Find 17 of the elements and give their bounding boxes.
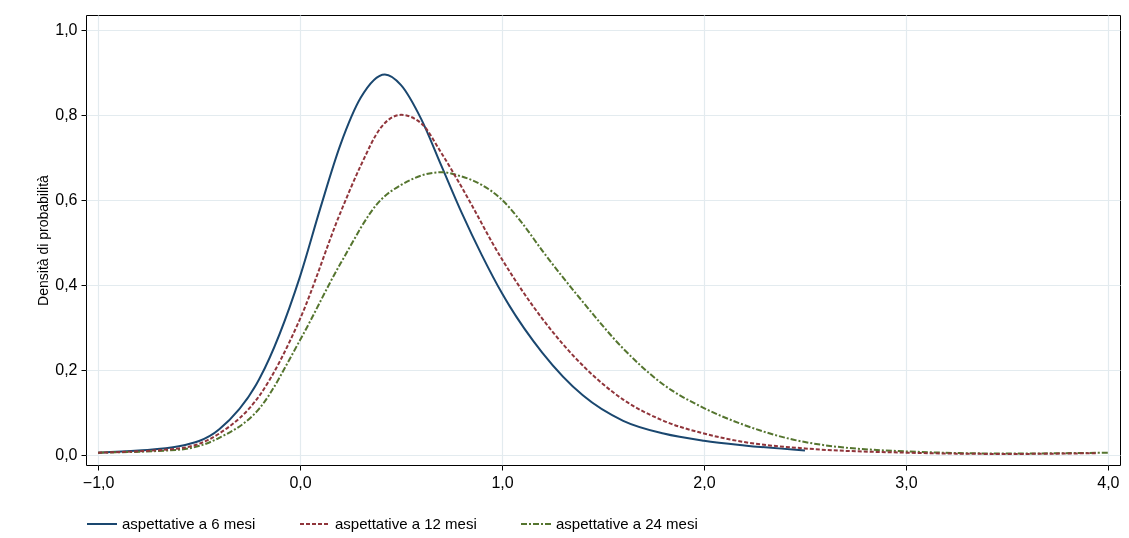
y-tick-label: 0,6 xyxy=(55,191,78,209)
y-axis-title: Densità di probabilità xyxy=(35,174,52,306)
x-tick-label: 3,0 xyxy=(895,473,918,491)
legend-label: aspettative a 6 mesi xyxy=(122,515,256,532)
y-tick-label: 0,8 xyxy=(55,106,78,124)
y-tick-label: 0,0 xyxy=(55,446,78,464)
x-tick-label: 4,0 xyxy=(1097,473,1120,491)
legend-label: aspettative a 24 mesi xyxy=(556,515,698,532)
x-tick-label: 2,0 xyxy=(693,473,716,491)
x-tick-label: 1,0 xyxy=(491,473,514,491)
line-series xyxy=(97,113,1099,455)
y-tick-label: 0,4 xyxy=(55,276,78,294)
legend-label: aspettative a 12 mesi xyxy=(335,515,477,532)
y-tick-label: 0,2 xyxy=(55,361,78,379)
x-tick-label: 0,0 xyxy=(289,473,312,491)
y-tick-label: 1,0 xyxy=(55,21,78,39)
x-tick-label: −1,0 xyxy=(82,473,115,491)
